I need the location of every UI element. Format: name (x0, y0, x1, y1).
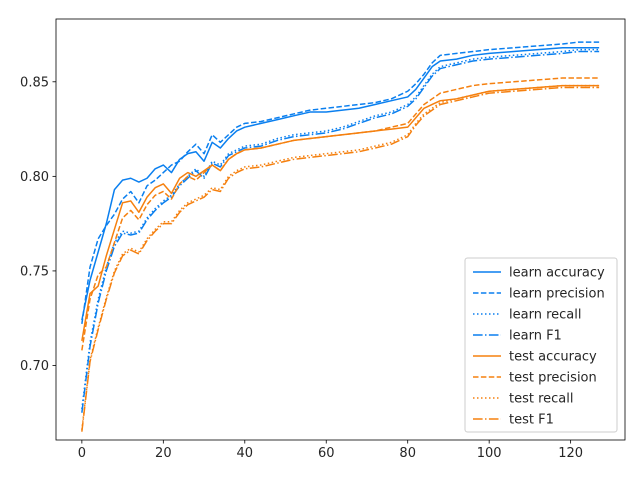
x-tick-label: 100 (477, 446, 502, 461)
y-tick-label: 0.75 (20, 264, 49, 279)
series-line-learn-f1 (81, 50, 600, 413)
legend-label: learn precision (509, 287, 605, 302)
legend-label: learn accuracy (509, 266, 605, 281)
x-tick-label: 120 (558, 446, 583, 461)
legend-label: test accuracy (509, 350, 597, 365)
x-axis: 0 20 40 60 80 100 120 (78, 440, 583, 461)
legend-box (464, 257, 618, 433)
series-line-test-recall (81, 84, 600, 430)
x-tick-label: 60 (318, 446, 335, 461)
series-layer (81, 41, 600, 432)
y-tick-label: 0.80 (20, 170, 49, 185)
x-tick-label: 80 (399, 446, 416, 461)
legend-label: test precision (509, 371, 597, 386)
axes-frame (55, 18, 626, 441)
series-line-learn-accuracy (81, 47, 600, 321)
y-tick-label: 0.85 (20, 75, 49, 90)
series-line-test-precision (81, 77, 600, 351)
legend-label: learn F1 (509, 329, 562, 344)
y-axis: 0.70 0.75 0.80 0.85 (20, 75, 56, 374)
y-tick-label: 0.70 (20, 359, 49, 374)
series-line-learn-recall (81, 48, 600, 410)
legend: learn accuracy learn precision learn recal… (464, 257, 618, 433)
series-line-learn-precision (81, 41, 600, 324)
series-line-test-f1 (81, 86, 600, 432)
x-tick-label: 20 (155, 446, 172, 461)
legend-label: test F1 (509, 413, 554, 428)
x-tick-label: 0 (78, 446, 86, 461)
x-tick-label: 40 (237, 446, 254, 461)
legend-label: learn recall (509, 308, 581, 323)
legend-label: test recall (509, 392, 574, 407)
